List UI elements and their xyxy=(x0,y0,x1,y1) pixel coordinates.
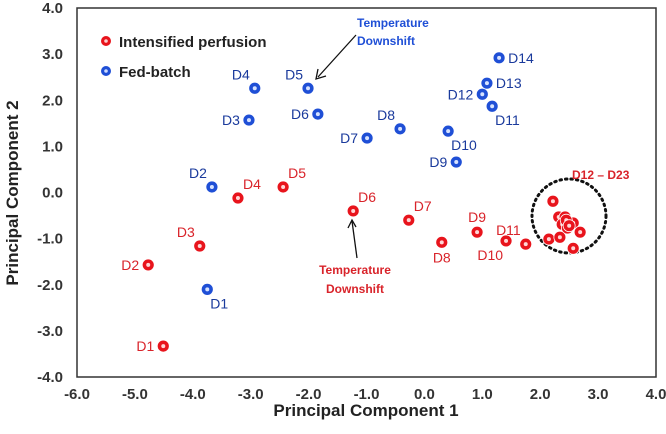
y-tick-label: -3.0 xyxy=(37,323,63,340)
point-highlight xyxy=(484,81,489,86)
point-highlight xyxy=(246,118,251,123)
point-highlight xyxy=(398,126,403,131)
point-highlight xyxy=(315,112,320,117)
point-highlight xyxy=(146,262,151,267)
legend-label-perfusion: Intensified perfusion xyxy=(119,34,267,51)
fedbatch-downshift-line1: Temperature xyxy=(357,16,429,30)
point-highlight xyxy=(550,199,555,204)
y-axis-title: Principal Component 2 xyxy=(3,100,22,285)
point-label: D5 xyxy=(288,165,306,181)
point-highlight xyxy=(205,287,210,292)
perfusion-downshift-line2: Downshift xyxy=(326,282,384,296)
perfusion-downshift-line1: Temperature xyxy=(319,263,391,277)
x-axis-title: Principal Component 1 xyxy=(273,401,458,420)
point-label: D9 xyxy=(429,154,447,170)
point-label: D9 xyxy=(468,209,486,225)
y-tick-label: 0.0 xyxy=(42,185,63,202)
point-highlight xyxy=(454,160,459,165)
legend-marker-highlight xyxy=(104,69,108,73)
y-tick-label: -4.0 xyxy=(37,369,63,386)
y-tick-label: -1.0 xyxy=(37,231,63,248)
point-label: D1 xyxy=(210,295,228,311)
point-highlight xyxy=(351,208,356,213)
point-highlight xyxy=(209,184,214,189)
point-label: D11 xyxy=(495,112,520,128)
x-tick-label: -1.0 xyxy=(354,386,380,403)
x-tick-label: -4.0 xyxy=(180,386,206,403)
point-highlight xyxy=(406,218,411,223)
x-tick-label: -2.0 xyxy=(296,386,322,403)
y-tick-label: 1.0 xyxy=(42,138,63,155)
point-label: D8 xyxy=(377,107,395,123)
point-label: D7 xyxy=(414,198,432,214)
x-tick-label: 0.0 xyxy=(414,386,435,403)
x-tick-label: 2.0 xyxy=(530,386,551,403)
legend-label-fedbatch: Fed-batch xyxy=(119,64,191,81)
point-label: D8 xyxy=(433,249,451,265)
y-tick-label: 2.0 xyxy=(42,92,63,109)
x-tick-label: -6.0 xyxy=(64,386,90,403)
point-highlight xyxy=(567,223,572,228)
point-label: D2 xyxy=(189,165,207,181)
point-label: D10 xyxy=(451,137,477,153)
point-label: D1 xyxy=(136,338,154,354)
point-label: D2 xyxy=(121,257,139,273)
point-label: D5 xyxy=(285,66,303,82)
point-highlight xyxy=(197,244,202,249)
x-tick-label: 1.0 xyxy=(472,386,493,403)
x-tick-label: -5.0 xyxy=(122,386,148,403)
plot-frame xyxy=(76,7,657,378)
point-label: D11 xyxy=(496,222,521,238)
x-tick-label: -3.0 xyxy=(238,386,264,403)
point-highlight xyxy=(504,238,509,243)
point-highlight xyxy=(161,344,166,349)
point-highlight xyxy=(557,235,562,240)
point-label: D4 xyxy=(232,66,250,82)
y-tick-label: 3.0 xyxy=(42,46,63,63)
legend: Intensified perfusion Fed-batch xyxy=(101,34,267,81)
perfusion-downshift-arrow xyxy=(347,218,358,259)
point-highlight xyxy=(439,240,444,245)
point-highlight xyxy=(252,86,257,91)
point-highlight xyxy=(306,86,311,91)
point-highlight xyxy=(490,104,495,109)
point-highlight xyxy=(446,129,451,134)
point-highlight xyxy=(546,237,551,242)
fedbatch-downshift-line2: Downshift xyxy=(357,34,415,48)
point-label: D10 xyxy=(477,247,503,263)
point-label: D7 xyxy=(340,130,358,146)
point-highlight xyxy=(497,55,502,60)
point-label: D14 xyxy=(508,50,534,66)
point-label: D12 xyxy=(448,86,474,102)
point-label: D6 xyxy=(291,106,309,122)
y-tick-label: -2.0 xyxy=(37,277,63,294)
x-tick-label: 4.0 xyxy=(646,386,666,403)
point-label: D4 xyxy=(243,176,261,192)
point-highlight xyxy=(235,196,240,201)
point-highlight xyxy=(523,242,528,247)
point-label: D3 xyxy=(222,112,240,128)
y-tick-label: 4.0 xyxy=(42,0,63,17)
point-label: D3 xyxy=(177,224,195,240)
legend-marker-highlight xyxy=(104,39,108,43)
point-label: D13 xyxy=(496,75,522,91)
point-label: D6 xyxy=(358,189,376,205)
point-highlight xyxy=(578,230,583,235)
cluster-label: D12 – D23 xyxy=(572,168,630,182)
fedbatch-downshift-arrow xyxy=(315,34,357,80)
point-highlight xyxy=(480,92,485,97)
point-highlight xyxy=(571,246,576,251)
point-highlight xyxy=(365,136,370,141)
point-highlight xyxy=(281,184,286,189)
point-highlight xyxy=(475,230,480,235)
x-tick-label: 3.0 xyxy=(588,386,609,403)
